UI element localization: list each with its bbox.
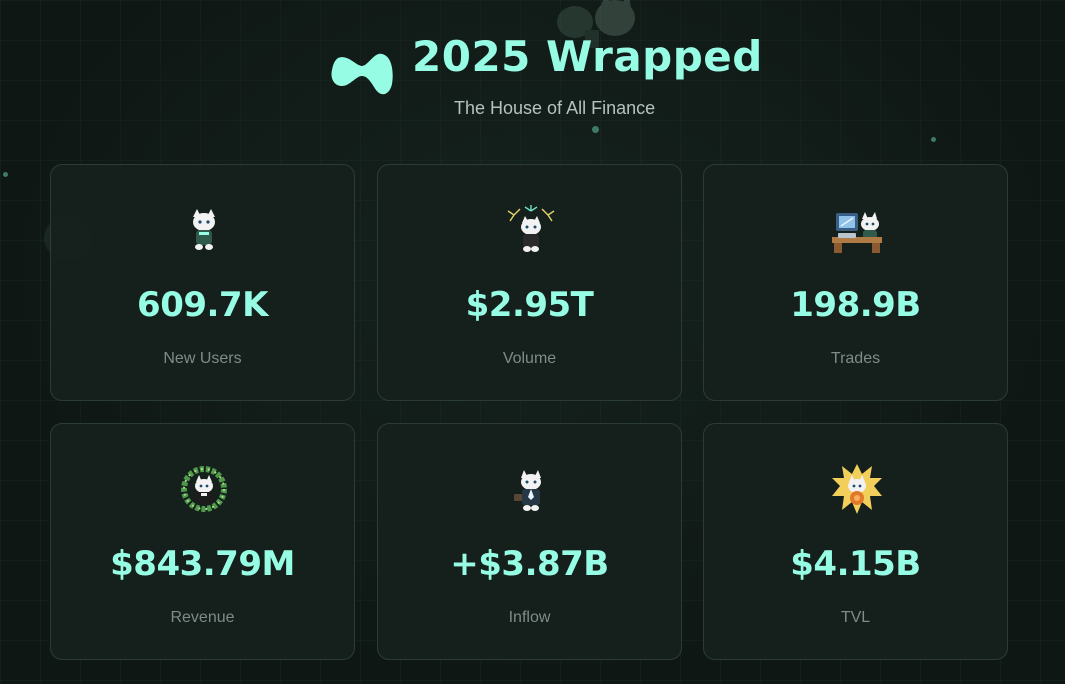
cat-mascot-sitting-icon bbox=[193, 209, 215, 250]
decorative-dot bbox=[931, 137, 936, 142]
stat-card-tvl: $4.15B TVL bbox=[703, 423, 1008, 660]
decorative-dot bbox=[3, 172, 8, 177]
stat-label: Revenue bbox=[170, 609, 235, 626]
stat-card-trades: 198.9B Trades bbox=[703, 164, 1008, 401]
cat-mascot-suit-icon bbox=[514, 470, 541, 511]
cat-mascot-golden-aura-icon bbox=[832, 464, 882, 514]
stat-label: Trades bbox=[830, 350, 881, 367]
stat-value: 609.7K bbox=[137, 285, 268, 325]
stat-value: $2.95T bbox=[465, 285, 594, 325]
cat-mascot-wreath-icon bbox=[181, 466, 227, 512]
stat-value: $4.15B bbox=[790, 544, 921, 584]
page-subtitle: The House of All Finance bbox=[454, 98, 656, 118]
stat-card-volume: $2.95T Volume bbox=[377, 164, 682, 401]
background-mascot-icon bbox=[557, 0, 635, 48]
stat-value: $843.79M bbox=[110, 544, 295, 584]
page-title: 2025 Wrapped bbox=[412, 32, 763, 81]
stat-card-new-users: 609.7K New Users bbox=[50, 164, 355, 401]
cat-mascot-fireworks-icon bbox=[507, 205, 555, 252]
hyperliquid-logo-icon bbox=[331, 53, 393, 95]
stat-label: New Users bbox=[163, 350, 242, 367]
stat-card-revenue: $843.79M Revenue bbox=[50, 423, 355, 660]
stat-label: TVL bbox=[840, 609, 871, 626]
stat-value: +$3.87B bbox=[450, 544, 609, 584]
stat-value: 198.9B bbox=[790, 285, 921, 325]
page-header: 2025 Wrapped The House of All Finance bbox=[0, 26, 1065, 126]
stat-label: Inflow bbox=[508, 609, 551, 626]
stat-card-inflow: +$3.87B Inflow bbox=[377, 423, 682, 660]
stat-label: Volume bbox=[502, 350, 557, 367]
decorative-dot bbox=[592, 126, 599, 133]
cat-mascot-desk-computer-icon bbox=[832, 212, 882, 253]
